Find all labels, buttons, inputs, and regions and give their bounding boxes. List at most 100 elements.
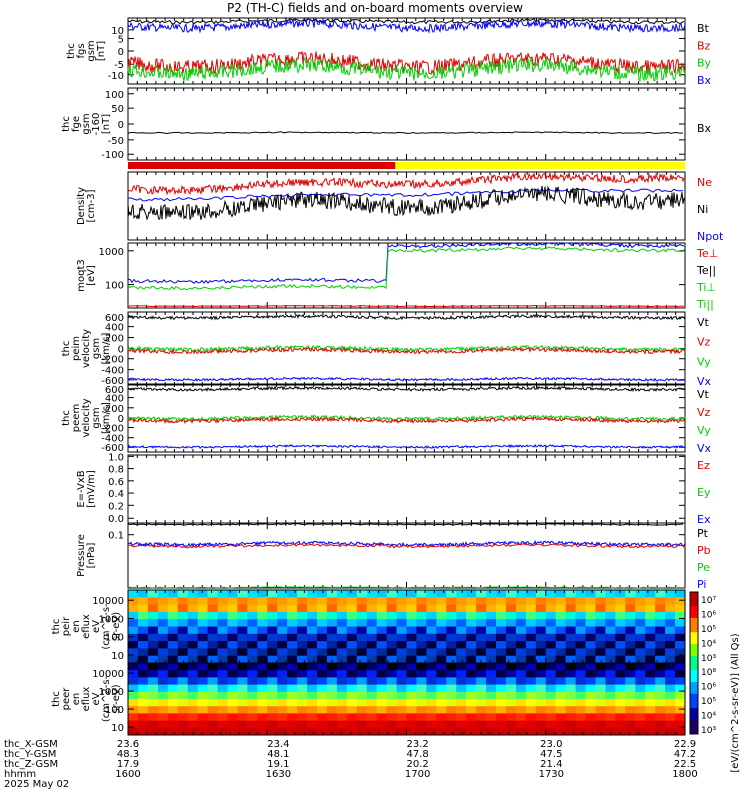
spectrogram-ion-cell <box>496 626 507 635</box>
spectrogram-electron-cell <box>665 677 676 686</box>
spectrogram-ion-cell <box>515 619 527 627</box>
spectrogram-electron-cell <box>396 706 407 714</box>
spectrogram-electron-cell <box>157 713 169 722</box>
spectrogram-ion-cell <box>585 633 596 642</box>
spectrogram-ion-cell <box>436 655 447 664</box>
spectrogram-ion-cell <box>167 597 179 606</box>
spectrogram-electron-cell <box>416 706 427 714</box>
spectrogram-electron-cell <box>217 684 228 693</box>
spectrogram-ion-cell <box>366 641 378 649</box>
colorbar-cell <box>690 731 698 735</box>
spectrogram-electron-cell <box>207 684 219 693</box>
spectrogram-electron-cell <box>167 706 179 714</box>
spectrogram-electron-cell <box>336 713 348 722</box>
spectrogram-ion-cell <box>346 619 358 627</box>
spectrogram-electron-cell <box>535 727 547 736</box>
spectrogram-ion-cell <box>237 619 248 627</box>
spectrogram-electron-cell <box>436 727 447 736</box>
spectrogram-ion-cell <box>565 626 577 635</box>
spectrogram-ion-cell <box>466 633 477 642</box>
spectrogram-electron-cell <box>545 720 557 729</box>
spectrogram-electron-cell <box>525 691 537 700</box>
spectrogram-ion-cell <box>575 633 587 642</box>
spectrogram-electron-cell <box>177 677 189 686</box>
spectrogram-electron-cell <box>287 706 298 714</box>
spectrogram-electron-cell <box>257 699 268 707</box>
spectrogram-ion-cell <box>545 590 557 598</box>
spectrogram-ion-cell <box>635 655 646 664</box>
spectrogram-electron-cell <box>476 727 487 736</box>
spectrogram-ion-cell <box>466 626 477 635</box>
legend-pi: Pi <box>697 578 706 591</box>
spectrogram-ion-cell <box>665 590 676 598</box>
colorbar-cell <box>690 651 698 655</box>
spectrogram-electron-cell <box>356 670 368 678</box>
spectrogram-ion-cell <box>157 633 169 642</box>
series-bt <box>127 18 685 25</box>
spectrogram-electron-cell <box>406 727 417 736</box>
spectrogram-electron-cell <box>237 663 248 671</box>
spectrogram-electron-cell <box>466 706 477 714</box>
spectrogram-electron-cell <box>505 670 517 678</box>
spectrogram-electron-ylabel: thc peer en eflux eV (cm^2-s-sr-eV) <box>51 675 122 722</box>
spectrogram-ion-cell <box>436 604 447 613</box>
spectrogram-ion-cell <box>336 641 348 649</box>
colorbar-cell <box>690 618 698 621</box>
spectrogram-electron-cell <box>476 699 487 707</box>
spectrogram-electron-cell <box>247 727 258 736</box>
spectrogram-ion-cell <box>396 626 407 635</box>
spectrogram-electron-cell <box>277 706 288 714</box>
spectrogram-electron-cell <box>287 691 298 700</box>
spectrogram-ion-cell <box>137 641 149 649</box>
spectrogram-electron-cell <box>237 684 248 693</box>
y-tick-label: -600 <box>101 376 124 387</box>
spectrogram-ion-cell <box>406 597 417 606</box>
spectrogram-ion-cell <box>267 633 278 642</box>
y-axis-label: thc <box>61 410 72 426</box>
spectrogram-electron-cell <box>356 713 368 722</box>
spectrogram-electron-cell <box>505 677 517 686</box>
x-axis-value: 17.9 <box>117 759 139 770</box>
spectrogram-electron-cell <box>267 663 278 671</box>
y-axis-label: sr-eV) <box>111 612 122 641</box>
spectrogram-electron-cell <box>297 713 308 722</box>
colorbar-cell <box>690 601 698 605</box>
spectrogram-ion-cell <box>197 648 209 657</box>
spectrogram-electron-cell <box>645 699 656 707</box>
spectrogram-electron-cell <box>476 684 487 693</box>
spectrogram-ion-cell <box>346 604 358 613</box>
colorbar-cell <box>690 681 698 685</box>
spectrogram-ion-cell <box>505 604 517 613</box>
spectrogram-ion-cell <box>137 604 149 613</box>
spectrogram-electron-cell <box>147 727 159 736</box>
spectrogram-ion-cell <box>356 641 368 649</box>
spectrogram-electron-cell <box>456 720 467 729</box>
y-axis-label: gsm <box>91 407 102 428</box>
spectrogram-ion-cell <box>386 633 398 642</box>
spectrogram-electron-cell <box>436 684 447 693</box>
x-axis-value: 47.5 <box>540 749 562 760</box>
spectrogram-ion-cell <box>167 648 179 657</box>
spectrogram-electron-cell <box>147 720 159 729</box>
spectrogram-electron-cell <box>366 706 378 714</box>
spectrogram-electron-cell <box>525 720 537 729</box>
spectrogram-electron-cell <box>406 663 417 671</box>
spectrogram-electron-cell <box>436 663 447 671</box>
spectrogram-electron-cell <box>376 720 388 729</box>
spectrogram-electron-cell <box>605 713 616 722</box>
spectrogram-ion-cell <box>227 611 238 620</box>
colorbar-cell <box>690 627 698 631</box>
spectrogram-ion-cell <box>675 648 686 657</box>
spectrogram-electron-cell <box>545 684 557 693</box>
spectrogram-electron-cell <box>267 713 278 722</box>
spectrogram-ion-cell <box>287 611 298 620</box>
colorbar-cell <box>690 665 698 669</box>
spectrogram-electron-cell <box>336 670 348 678</box>
y-axis-label: eV <box>91 620 102 633</box>
spectrogram-ion-cell <box>207 641 219 649</box>
y-tick-label: 400 <box>105 323 124 334</box>
spectrogram-ion-cell <box>476 641 487 649</box>
spectrogram-electron-cell <box>416 691 427 700</box>
spectrogram-ion-cell <box>346 648 358 657</box>
